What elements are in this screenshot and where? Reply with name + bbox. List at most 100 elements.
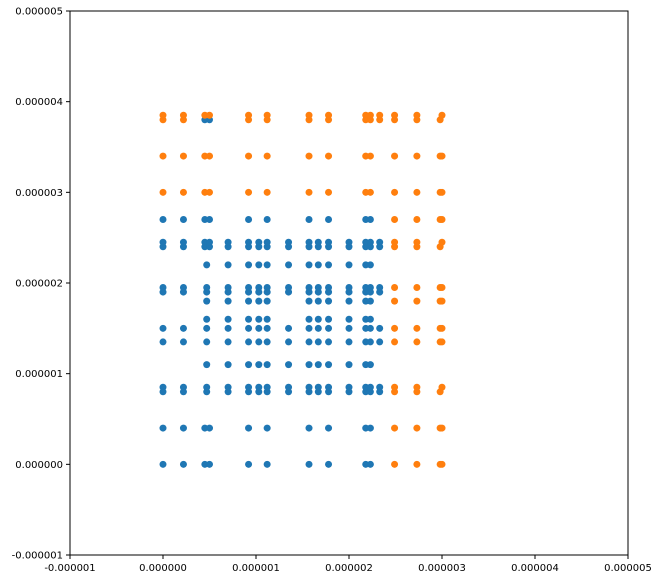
blue-point (325, 424, 333, 432)
orange-point (438, 188, 446, 196)
blue-point (325, 460, 333, 468)
blue-point (224, 238, 232, 246)
blue-point (245, 297, 253, 305)
orange-point (413, 460, 421, 468)
blue-point (203, 383, 211, 391)
orange-point (438, 324, 446, 332)
blue-point (305, 338, 313, 346)
blue-point (285, 261, 293, 269)
blue-point (224, 315, 232, 323)
blue-point (325, 297, 333, 305)
blue-point (206, 238, 213, 246)
blue-point (206, 460, 213, 468)
y-tick-label: 0.000005 (15, 7, 63, 18)
blue-point (203, 284, 211, 292)
orange-point (206, 188, 213, 196)
blue-point (255, 315, 263, 323)
blue-point (255, 324, 263, 332)
blue-point (366, 361, 374, 369)
blue-point (263, 315, 271, 323)
orange-point (366, 111, 374, 119)
y-tick-label: 0.000002 (15, 279, 63, 290)
blue-point (345, 261, 353, 269)
blue-point (314, 261, 322, 269)
x-tick-label: 0.000004 (511, 563, 559, 574)
blue-point (376, 284, 384, 292)
blue-point (159, 338, 167, 346)
blue-point (305, 361, 313, 369)
orange-point (391, 338, 399, 346)
x-tick-label: 0.000005 (604, 563, 652, 574)
orange-point (391, 383, 399, 391)
orange-point (376, 111, 384, 119)
blue-point (263, 324, 271, 332)
orange-point (413, 152, 421, 160)
orange-point (159, 188, 167, 196)
blue-point (366, 216, 374, 224)
blue-point (245, 324, 253, 332)
orange-point (413, 383, 421, 391)
orange-point (413, 238, 421, 246)
y-tick-label: 0.000003 (15, 188, 63, 199)
orange-point (305, 111, 313, 119)
blue-point (305, 424, 313, 432)
blue-point (255, 261, 263, 269)
blue-point (159, 383, 167, 391)
blue-point (224, 383, 232, 391)
blue-point (366, 460, 374, 468)
blue-point (159, 324, 167, 332)
orange-point (325, 111, 333, 119)
x-tick-label: 0.000001 (232, 563, 280, 574)
blue-point (255, 238, 263, 246)
orange-point (366, 152, 374, 160)
orange-point (206, 111, 213, 119)
orange-point (413, 284, 421, 292)
blue-point (179, 216, 187, 224)
blue-point (366, 383, 374, 391)
blue-point (245, 315, 253, 323)
blue-point (325, 261, 333, 269)
blue-point (285, 383, 293, 391)
orange-point (413, 338, 421, 346)
blue-point (245, 284, 253, 292)
orange-point (438, 424, 446, 432)
x-tick-label: -0.000001 (44, 563, 95, 574)
orange-point (159, 111, 167, 119)
orange-point (391, 297, 399, 305)
blue-point (314, 383, 322, 391)
blue-point (314, 324, 322, 332)
blue-point (366, 315, 374, 323)
blue-point (255, 338, 263, 346)
y-tick-label: -0.000001 (12, 551, 63, 562)
blue-point (325, 338, 333, 346)
orange-point (263, 188, 271, 196)
blue-point (366, 424, 374, 432)
orange-point (391, 284, 399, 292)
blue-point (179, 238, 187, 246)
blue-point (314, 315, 322, 323)
y-tick-label: 0.000004 (15, 97, 63, 108)
blue-point (345, 324, 353, 332)
orange-point (438, 297, 446, 305)
blue-point (325, 383, 333, 391)
orange-point (206, 152, 213, 160)
blue-point (325, 284, 333, 292)
orange-point (245, 111, 253, 119)
blue-point (285, 338, 293, 346)
orange-point (413, 297, 421, 305)
blue-point (179, 424, 187, 432)
blue-point (345, 297, 353, 305)
blue-point (203, 338, 211, 346)
orange-point (438, 216, 446, 224)
blue-point (224, 324, 232, 332)
blue-point (345, 315, 353, 323)
orange-point (245, 188, 253, 196)
orange-point (159, 152, 167, 160)
blue-point (376, 338, 384, 346)
blue-point (366, 297, 374, 305)
orange-point (245, 152, 253, 160)
blue-point (179, 324, 187, 332)
orange-point (391, 324, 399, 332)
blue-point (203, 361, 211, 369)
